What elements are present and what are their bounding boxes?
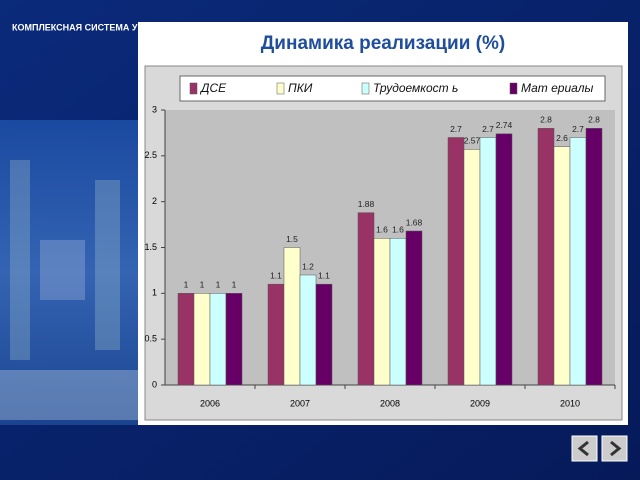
y-tick-label: 0 xyxy=(152,379,157,389)
prev-icon xyxy=(577,440,589,457)
y-tick-label: 0.5 xyxy=(144,334,157,344)
factory-image xyxy=(0,120,138,425)
data-label: 1.5 xyxy=(286,234,298,244)
data-label: 2.6 xyxy=(556,133,568,143)
data-label: 2.8 xyxy=(540,115,552,125)
bar xyxy=(225,293,243,386)
prev-button[interactable] xyxy=(571,435,598,462)
data-label: 2.7 xyxy=(482,124,494,134)
bar xyxy=(177,293,195,386)
x-tick-label: 2007 xyxy=(290,398,310,408)
data-label: 1.88 xyxy=(358,199,375,209)
bar xyxy=(569,137,587,386)
bar xyxy=(193,293,211,386)
factory-image-detail xyxy=(0,160,138,420)
data-label: 1 xyxy=(184,280,189,290)
bar xyxy=(357,212,375,386)
y-tick-label: 1 xyxy=(152,288,157,298)
bar xyxy=(479,137,497,386)
legend xyxy=(179,75,606,102)
legend-label: Трудоемкост ь xyxy=(373,81,458,95)
data-label: 1.68 xyxy=(406,217,423,227)
y-tick-label: 2 xyxy=(152,196,157,206)
y-tick-label: 1.5 xyxy=(144,242,157,252)
bar xyxy=(405,230,423,386)
data-label: 2.7 xyxy=(450,124,462,134)
x-tick-label: 2010 xyxy=(560,398,580,408)
legend-swatch xyxy=(276,82,285,95)
data-label: 2.57 xyxy=(464,136,481,146)
next-button[interactable] xyxy=(601,435,628,462)
legend-swatch xyxy=(361,82,370,95)
bar xyxy=(463,149,481,386)
bar xyxy=(537,128,555,386)
bar xyxy=(447,137,465,386)
data-label: 1.2 xyxy=(302,261,314,271)
next-icon xyxy=(610,440,622,457)
legend-swatch xyxy=(189,82,198,95)
bar xyxy=(209,293,227,386)
chart-title: Динамика реализации (%) xyxy=(261,33,505,54)
data-label: 1.1 xyxy=(318,270,330,280)
legend-label: ДСЕ xyxy=(199,81,227,95)
data-label: 2.8 xyxy=(588,115,600,125)
x-tick-label: 2009 xyxy=(470,398,490,408)
bar xyxy=(373,238,391,386)
data-label: 1 xyxy=(200,280,205,290)
bar xyxy=(389,238,407,386)
y-tick-label: 2.5 xyxy=(144,150,157,160)
legend-label: ПКИ xyxy=(288,81,313,95)
data-label: 1.1 xyxy=(270,270,282,280)
data-label: 2.7 xyxy=(572,124,584,134)
data-label: 1.6 xyxy=(376,225,388,235)
x-tick-label: 2006 xyxy=(200,398,220,408)
legend-swatch xyxy=(509,82,518,95)
bar xyxy=(267,283,285,386)
bar xyxy=(283,247,301,386)
data-label: 1.6 xyxy=(392,225,404,235)
x-tick-label: 2008 xyxy=(380,398,400,408)
bar xyxy=(299,274,317,386)
legend-label: Мат ериалы xyxy=(521,81,593,95)
data-label: 1 xyxy=(216,280,221,290)
y-tick-label: 3 xyxy=(152,104,157,114)
bar xyxy=(585,128,603,386)
data-label: 2.74 xyxy=(496,120,513,130)
bar xyxy=(495,133,513,386)
bar xyxy=(315,283,333,386)
bar xyxy=(553,146,571,386)
data-label: 1 xyxy=(232,280,237,290)
